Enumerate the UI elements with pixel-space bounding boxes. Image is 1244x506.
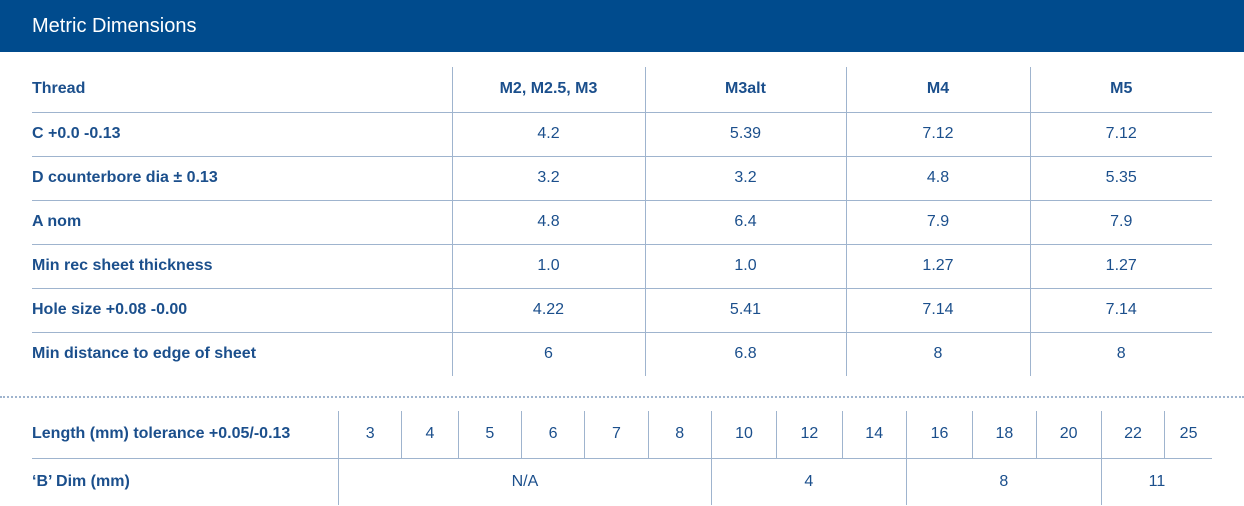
table-cell: 5.35 [1029,156,1212,201]
table-header-row: Thread M2, M2.5, M3 M3alt M4 M5 [32,67,1212,113]
table-row: C +0.0 -0.13 4.2 5.39 7.12 7.12 [32,112,1212,157]
length-cell: 18 [972,411,1036,459]
row-label: Hole size +0.08 -0.00 [32,288,452,333]
column-header-m5: M5 [1029,67,1212,113]
table-cell: 5.39 [644,112,846,157]
table-cell: 4.22 [451,288,645,333]
length-b-dim-table: Length (mm) tolerance +0.05/-0.13 3 4 5 … [32,411,1212,505]
length-cell: 6 [520,411,585,459]
table-cell: 7.14 [1029,288,1212,333]
length-cell: 3 [338,411,402,459]
table-cell: 5.41 [644,288,846,333]
row-label: C +0.0 -0.13 [32,112,452,157]
table-row: D counterbore dia ± 0.13 3.2 3.2 4.8 5.3… [32,156,1212,201]
row-label: D counterbore dia ± 0.13 [32,156,452,201]
table-row: Min distance to edge of sheet 6 6.8 8 8 [32,332,1212,376]
length-cell: 12 [776,411,843,459]
table-cell: 6.8 [644,332,846,376]
table-cell: 6 [451,332,645,376]
b-dim-cell: 4 [710,458,907,505]
table-cell: 8 [1029,332,1212,376]
length-cell: 4 [401,411,459,459]
row-label: A nom [32,200,452,245]
table-cell: 7.9 [1029,200,1212,245]
length-cell: 7 [584,411,649,459]
table-cell: 3.2 [451,156,645,201]
table-cell: 4.2 [451,112,645,157]
header-bar: Metric Dimensions [0,0,1244,52]
length-row: Length (mm) tolerance +0.05/-0.13 3 4 5 … [32,411,1212,459]
length-cell: 10 [710,411,777,459]
table-cell: 1.27 [845,244,1030,289]
table-cell: 6.4 [644,200,846,245]
b-dim-cell: 11 [1100,458,1212,505]
row-label: Min rec sheet thickness [32,244,452,289]
table-cell: 7.9 [845,200,1030,245]
length-cell: 5 [457,411,522,459]
table-row: A nom 4.8 6.4 7.9 7.9 [32,200,1212,245]
length-cell: 16 [905,411,973,459]
table-cell: 7.12 [845,112,1030,157]
b-dim-label: ‘B’ Dim (mm) [32,472,130,490]
metric-dimensions-table: Thread M2, M2.5, M3 M3alt M4 M5 C +0.0 -… [32,67,1212,376]
table-cell: 1.0 [451,244,645,289]
table-cell: 8 [845,332,1030,376]
table-row: Hole size +0.08 -0.00 4.22 5.41 7.14 7.1… [32,288,1212,333]
table-cell: 1.0 [644,244,846,289]
table-cell: 1.27 [1029,244,1212,289]
column-header-m3alt: M3alt [644,67,846,113]
row-label: Min distance to edge of sheet [32,345,257,363]
table-row: Min rec sheet thickness 1.0 1.0 1.27 1.2… [32,244,1212,289]
table-cell: 3.2 [644,156,846,201]
table-cell: 4.8 [451,200,645,245]
length-cell: 14 [841,411,907,459]
b-dim-row: ‘B’ Dim (mm) N/A 4 8 11 [32,458,1212,505]
length-cell: 25 [1164,411,1212,459]
length-label: Length (mm) tolerance +0.05/-0.13 [32,411,339,459]
page-title: Metric Dimensions [32,15,197,37]
table-cell: 7.14 [845,288,1030,333]
length-cell: 22 [1100,411,1165,459]
column-header-m4: M4 [845,67,1030,113]
dotted-divider [0,396,1244,398]
column-header-thread: Thread [32,67,452,113]
b-dim-cell: 8 [905,458,1102,505]
table-cell: 7.12 [1029,112,1212,157]
length-cell: 8 [647,411,712,459]
column-header-m2-m3: M2, M2.5, M3 [451,67,645,113]
table-cell: 4.8 [845,156,1030,201]
length-cell: 20 [1035,411,1102,459]
b-dim-cell: N/A [338,458,712,505]
